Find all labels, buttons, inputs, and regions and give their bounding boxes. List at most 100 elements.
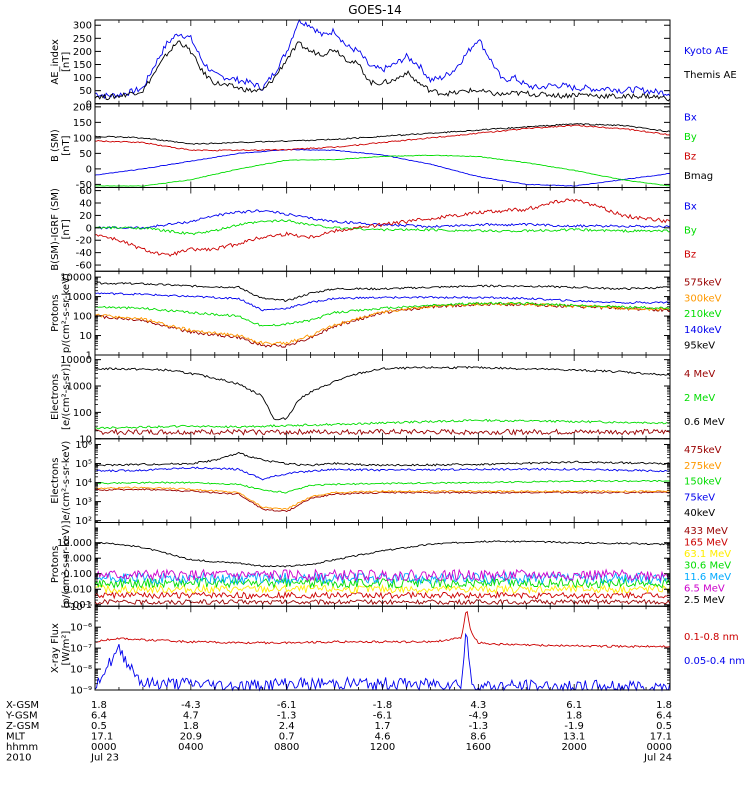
series-line-protons1-1 [94, 302, 671, 346]
legend-label-protons1-0: 575keV [684, 278, 722, 289]
x-table-cell: 2000 [561, 742, 586, 753]
x-table-cell: Jul 23 [90, 753, 119, 764]
x-table-row-label: Z-GSM [6, 721, 39, 732]
series-line-protons1-3 [94, 292, 671, 312]
y-tick-label: 40 [79, 199, 92, 210]
series-line-electrons1-1 [94, 418, 671, 430]
x-table-cell: 0.7 [279, 732, 295, 743]
x-table-cell: 1.8 [183, 721, 199, 732]
series-line-bsm-1 [94, 154, 671, 187]
y-tick-label: 100 [73, 133, 92, 144]
y-axis-label: [nT] [61, 52, 72, 72]
panel-frame [94, 438, 671, 523]
x-table-row-label: 2010 [6, 753, 31, 764]
y-tick-label: 100 [73, 312, 92, 323]
x-table-cell: 13.1 [563, 732, 585, 743]
y-tick-label: 10000 [60, 355, 92, 366]
x-table-cell: 4.3 [470, 700, 486, 711]
panel-frame [94, 270, 671, 356]
y-axis-label: [nT] [61, 135, 72, 155]
legend-label-protons2-3: 30.6 MeV [684, 560, 731, 571]
panel-frame [94, 354, 671, 440]
x-table-row-label: hhmm [6, 742, 38, 753]
legend-label-electrons1-2: 0.6 MeV [684, 417, 725, 428]
y-tick-label: 50 [79, 86, 92, 97]
series-line-protons1-4 [94, 281, 670, 303]
x-table-cell: 1.8 [91, 700, 107, 711]
y-tick-label: 10 [79, 434, 92, 445]
y-axis-label: X-ray Flux [50, 623, 61, 673]
legend-label-protons2-2: 63.1 MeV [684, 549, 731, 560]
x-table-cell: 6.4 [656, 711, 672, 722]
y-tick-label: 0 [86, 164, 92, 175]
y-axis-label: B (SM) [50, 129, 61, 162]
x-table-cell: 4.6 [375, 732, 391, 743]
x-table-cell: 17.1 [650, 732, 672, 743]
x-table-cell: 0000 [91, 742, 116, 753]
series-line-protons2-3 [94, 576, 671, 590]
panel-bsm: -50 0 50 100 150 200 B (SM) [nT] Bx By Bz Bmag [50, 102, 713, 191]
x-table-cell: 17.1 [91, 732, 113, 743]
y-tick-label: -40 [76, 248, 92, 259]
y-tick-label: 10² [75, 516, 92, 527]
legend-label-electrons2-3: 75keV [684, 492, 715, 503]
series-line-bsm-2 [94, 124, 671, 152]
series-line-bigrf-0 [94, 209, 671, 230]
series-line-protons2-5 [94, 568, 671, 583]
legend-label-protons2-5: 6.5 MeV [684, 583, 725, 594]
x-table-cell: 1200 [370, 742, 395, 753]
x-table-cell: -6.1 [373, 711, 393, 722]
legend-label-ae-0: Kyoto AE [684, 46, 728, 57]
x-table-cell: 20.9 [180, 732, 202, 743]
y-tick-label: 200 [73, 102, 92, 113]
x-table-row-label: MLT [6, 732, 26, 743]
panel-protons1: 1 10 100 1000 10000 Protons p/(cm²-s-sr-keV) 57… [50, 270, 722, 362]
x-table-cell: 6.4 [91, 711, 107, 722]
y-tick-label: 200 [73, 47, 92, 58]
legend-label-electrons2-0: 475keV [684, 445, 722, 456]
series-line-electrons2-2 [94, 479, 670, 494]
y-tick-label: 10⁵ [75, 459, 92, 470]
y-axis-label: [nT] [61, 219, 72, 239]
legend-label-protons1-4: 95keV [684, 341, 715, 352]
x-table-cell: 1.7 [375, 721, 391, 732]
y-axis-label: [p/(cm²-s-sr-keV)] [61, 520, 72, 608]
series-line-protons2-2 [94, 583, 671, 595]
y-tick-label: 100 [73, 73, 92, 84]
y-tick-label: 10⁻⁷ [70, 644, 92, 655]
x-table-cell: -1.3 [469, 721, 489, 732]
legend-label-bigrf-1: By [684, 225, 697, 236]
series-line-electrons2-0 [94, 488, 671, 513]
y-tick-label: 10.000 [57, 538, 92, 549]
y-tick-label: 10⁻⁶ [70, 623, 92, 634]
x-table-cell: 0400 [178, 742, 203, 753]
y-axis-label: Electrons [50, 458, 61, 504]
y-tick-label: 0.001 [63, 600, 92, 611]
y-tick-label: -60 [76, 261, 92, 272]
y-tick-label: 1000 [67, 292, 92, 303]
legend-label-ae-1: Themis AE [683, 70, 737, 81]
x-table-cell: 8.6 [470, 732, 486, 743]
series-line-electrons2-4 [94, 451, 671, 467]
legend-label-xray-0: 0.1-0.8 nm [684, 632, 739, 643]
y-tick-label: 10 [79, 331, 92, 342]
legend-label-bigrf-0: Bx [684, 201, 697, 212]
y-axis-label: p/(cm²-s-sr-keV) [61, 273, 72, 353]
x-table-cell: 1600 [466, 742, 491, 753]
legend-label-electrons2-2: 150keV [684, 477, 722, 488]
y-tick-label: 0.010 [63, 585, 92, 596]
x-axis-table: X-GSMY-GSMZ-GSMMLThhmm20101.86.40.517.10… [5, 700, 672, 764]
legend-label-bsm-3: Bmag [684, 171, 713, 182]
panel-frame [94, 103, 671, 188]
y-tick-label: 0.100 [63, 569, 92, 580]
series-line-bsm-3 [94, 123, 671, 145]
x-table-cell: 0000 [647, 742, 672, 753]
y-tick-label: 10³ [75, 497, 92, 508]
y-tick-label: 60 [79, 186, 92, 197]
y-axis-label: [W/m²] [61, 631, 72, 666]
y-tick-label: 10⁴ [75, 478, 92, 489]
y-axis-label: Protons [50, 294, 61, 331]
